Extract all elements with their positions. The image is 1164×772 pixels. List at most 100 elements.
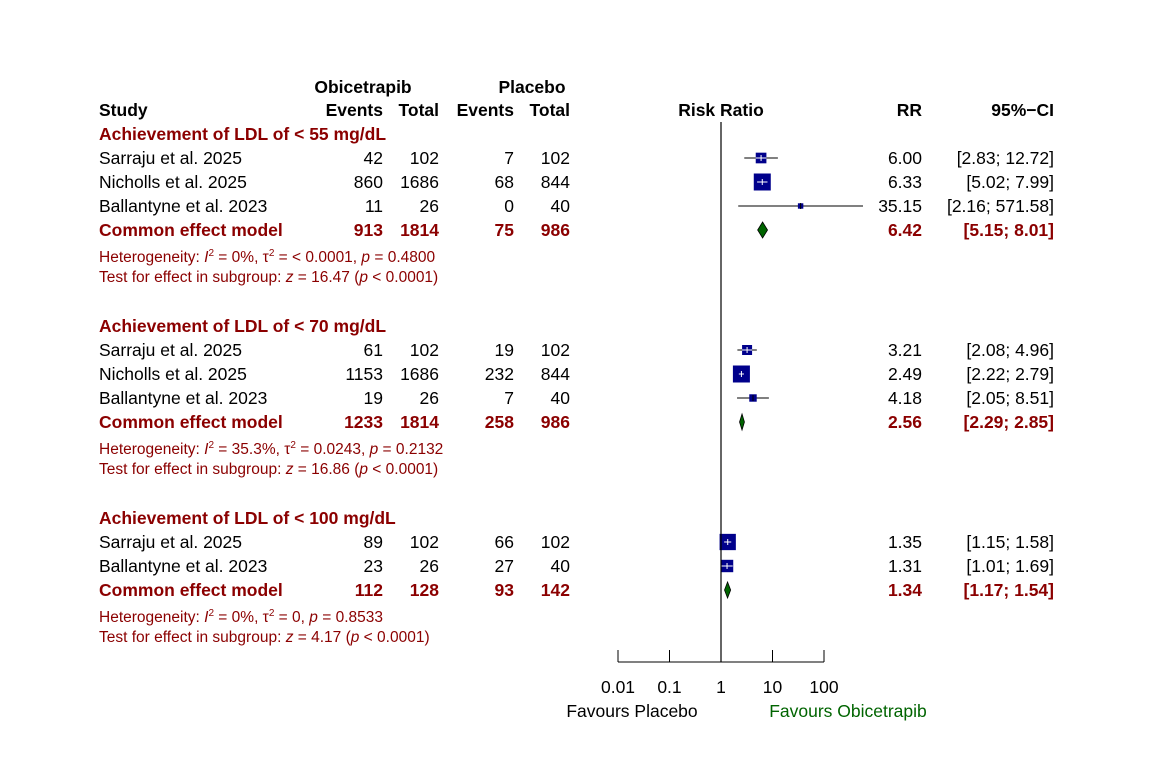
common-events-obicetrapib: 112 xyxy=(354,580,383,600)
common-effect-label: Common effect model xyxy=(99,580,283,600)
study-ci: [1.15; 1.58] xyxy=(966,532,1054,552)
study-name: Nicholls et al. 2025 xyxy=(99,364,247,384)
common-rr: 6.42 xyxy=(887,220,922,240)
total-placebo: 40 xyxy=(550,196,570,216)
events-obicetrapib: 19 xyxy=(363,388,383,408)
heterogeneity-text: Heterogeneity: I2 = 0%, τ2 = < 0.0001, p… xyxy=(99,248,436,267)
study-name: Ballantyne et al. 2023 xyxy=(99,556,268,576)
common-events-placebo: 258 xyxy=(484,412,514,432)
study-ci: [5.02; 7.99] xyxy=(966,172,1054,192)
events-placebo: 19 xyxy=(494,340,514,360)
x-tick-label: 1 xyxy=(716,677,726,697)
events-obicetrapib: 1153 xyxy=(345,364,383,384)
common-effect-diamond xyxy=(724,580,732,600)
events-placebo: 7 xyxy=(504,148,514,168)
total-obicetrapib: 26 xyxy=(419,196,439,216)
common-effect-label: Common effect model xyxy=(99,220,283,240)
total-placebo: 102 xyxy=(540,340,570,360)
heterogeneity-text: Heterogeneity: I2 = 35.3%, τ2 = 0.0243, … xyxy=(99,440,444,459)
events-placebo: 0 xyxy=(504,196,514,216)
total-placebo: 102 xyxy=(540,148,570,168)
events-obicetrapib: 23 xyxy=(363,556,383,576)
total-obicetrapib: 102 xyxy=(409,532,439,552)
study-rr: 2.49 xyxy=(887,364,922,384)
common-effect-label: Common effect model xyxy=(99,412,283,432)
study-rr: 4.18 xyxy=(887,388,922,408)
header-total-2: Total xyxy=(529,100,570,120)
header-events-2: Events xyxy=(456,100,514,120)
subgroup-title: Achievement of LDL of < 55 mg/dL xyxy=(99,124,387,144)
x-tick-label: 0.1 xyxy=(657,677,682,697)
header-total-1: Total xyxy=(398,100,439,120)
header-risk-ratio: Risk Ratio xyxy=(678,100,764,120)
total-obicetrapib: 26 xyxy=(419,388,439,408)
events-obicetrapib: 89 xyxy=(363,532,383,552)
common-effect-diamond xyxy=(757,221,769,239)
events-obicetrapib: 61 xyxy=(363,340,383,360)
subgroup-title: Achievement of LDL of < 100 mg/dL xyxy=(99,508,396,528)
study-name: Ballantyne et al. 2023 xyxy=(99,196,268,216)
total-placebo: 844 xyxy=(540,364,570,384)
common-total-placebo: 142 xyxy=(540,580,570,600)
study-name: Ballantyne et al. 2023 xyxy=(99,388,268,408)
events-placebo: 232 xyxy=(484,364,514,384)
header-ci: 95%−CI xyxy=(991,100,1054,120)
subgroup-title: Achievement of LDL of < 70 mg/dL xyxy=(99,316,387,336)
common-total-obicetrapib: 1814 xyxy=(400,412,439,432)
header-rr: RR xyxy=(896,100,922,120)
events-obicetrapib: 11 xyxy=(364,196,383,216)
study-rr: 1.35 xyxy=(887,532,922,552)
common-events-placebo: 75 xyxy=(494,220,514,240)
header-obicetrapib: Obicetrapib xyxy=(314,77,412,97)
total-obicetrapib: 102 xyxy=(409,340,439,360)
header-placebo: Placebo xyxy=(498,77,566,97)
study-rr: 6.00 xyxy=(887,148,922,168)
total-placebo: 844 xyxy=(540,172,570,192)
events-placebo: 68 xyxy=(494,172,514,192)
common-total-obicetrapib: 128 xyxy=(409,580,439,600)
total-placebo: 40 xyxy=(550,388,570,408)
common-total-placebo: 986 xyxy=(540,412,570,432)
subgroup-test-text: Test for effect in subgroup: z = 4.17 (p… xyxy=(99,629,430,646)
x-tick-label: 0.01 xyxy=(600,677,636,697)
favours-placebo-label: Favours Placebo xyxy=(566,701,698,721)
total-placebo: 40 xyxy=(550,556,570,576)
total-obicetrapib: 1686 xyxy=(400,364,439,384)
common-events-placebo: 93 xyxy=(494,580,514,600)
study-ci: [2.08; 4.96] xyxy=(966,340,1054,360)
common-ci: [2.29; 2.85] xyxy=(963,412,1054,432)
study-ci: [2.16; 571.58] xyxy=(946,196,1054,216)
common-rr: 2.56 xyxy=(887,412,922,432)
total-obicetrapib: 26 xyxy=(419,556,439,576)
heterogeneity-text: Heterogeneity: I2 = 0%, τ2 = 0, p = 0.85… xyxy=(99,608,383,627)
header-study: Study xyxy=(99,100,148,120)
common-events-obicetrapib: 913 xyxy=(353,220,383,240)
total-placebo: 102 xyxy=(540,532,570,552)
study-rr: 35.15 xyxy=(878,196,922,216)
events-placebo: 7 xyxy=(504,388,514,408)
study-name: Sarraju et al. 2025 xyxy=(99,532,243,552)
events-obicetrapib: 860 xyxy=(353,172,383,192)
common-total-obicetrapib: 1814 xyxy=(400,220,439,240)
header-events-1: Events xyxy=(325,100,383,120)
common-rr: 1.34 xyxy=(887,580,922,600)
study-ci: [1.01; 1.69] xyxy=(966,556,1054,576)
study-rr: 3.21 xyxy=(887,340,922,360)
common-ci: [5.15; 8.01] xyxy=(963,220,1054,240)
study-ci: [2.22; 2.79] xyxy=(966,364,1054,384)
events-placebo: 66 xyxy=(494,532,514,552)
common-events-obicetrapib: 1233 xyxy=(344,412,383,432)
study-ci: [2.05; 8.51] xyxy=(966,388,1054,408)
common-effect-diamond xyxy=(739,412,745,432)
favours-obicetrapib-label: Favours Obicetrapib xyxy=(769,701,927,721)
common-ci: [1.17; 1.54] xyxy=(963,580,1054,600)
study-rr: 6.33 xyxy=(887,172,922,192)
x-tick-label: 10 xyxy=(762,677,783,697)
subgroup-test-text: Test for effect in subgroup: z = 16.86 (… xyxy=(99,461,439,478)
common-total-placebo: 986 xyxy=(540,220,570,240)
study-name: Sarraju et al. 2025 xyxy=(99,148,243,168)
total-obicetrapib: 102 xyxy=(409,148,439,168)
total-obicetrapib: 1686 xyxy=(400,172,439,192)
events-obicetrapib: 42 xyxy=(363,148,383,168)
x-tick-label: 100 xyxy=(809,677,839,697)
